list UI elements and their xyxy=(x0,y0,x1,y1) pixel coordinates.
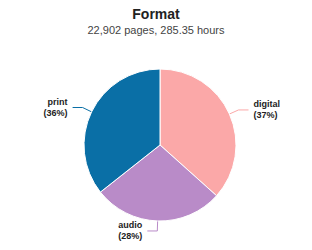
svg-text:(36%): (36%) xyxy=(44,108,68,118)
svg-text:22,902 pages, 285.35 hours: 22,902 pages, 285.35 hours xyxy=(87,24,225,36)
svg-text:audio: audio xyxy=(118,220,143,230)
svg-text:print: print xyxy=(48,97,68,107)
svg-text:(28%): (28%) xyxy=(118,231,142,241)
svg-text:Format: Format xyxy=(132,6,180,22)
svg-text:digital: digital xyxy=(254,99,281,109)
svg-text:(37%): (37%) xyxy=(254,110,278,120)
